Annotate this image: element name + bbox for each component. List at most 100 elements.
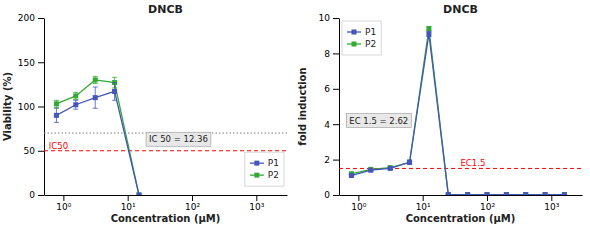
annotation-box: EC 1.5 = 2.62: [346, 114, 411, 128]
annotations: EC1.5EC 1.5 = 2.62P1P2: [342, 21, 485, 168]
data-point: [426, 26, 431, 31]
x-axis-line: [340, 195, 583, 196]
x-tick-mark: [358, 195, 359, 201]
x-tick-label: 10¹: [416, 202, 431, 212]
x-tick-mark: [63, 195, 64, 201]
annotation-text: EC 1.5 = 2.62: [349, 116, 408, 126]
y-tick-mark: [38, 195, 44, 196]
x-tick: 10³: [249, 195, 264, 212]
x-tick: 10³: [544, 195, 559, 212]
y-tick-mark: [333, 53, 339, 54]
panel: 10⁰10¹10²10³050100150200IC50IC 50 = 12.3…: [2, 3, 288, 224]
series: [349, 26, 567, 195]
data-point: [93, 77, 98, 82]
x-axis-title: Concentration (μM): [406, 213, 516, 224]
y-tick-label: 0: [324, 190, 330, 200]
x-tick-label: 10²: [480, 202, 495, 212]
data-point: [543, 192, 548, 195]
reference-line-label: EC1.5: [461, 158, 486, 168]
series-line: [56, 91, 139, 195]
panel: 10⁰10¹10²10³0246810EC1.5EC 1.5 = 2.62P1P…: [297, 3, 583, 224]
data-point: [54, 113, 59, 118]
legend-entry: P2: [347, 39, 376, 49]
x-tick-mark: [487, 195, 488, 201]
legend-entry: P2: [250, 170, 279, 180]
data-point: [407, 160, 412, 165]
x-tick-label: 10¹: [121, 202, 136, 212]
data-point: [504, 192, 509, 195]
y-tick-label: 4: [324, 120, 330, 130]
data-point: [137, 193, 142, 196]
x-tick-mark: [551, 195, 552, 201]
data-point: [523, 192, 528, 195]
y-tick: 2: [324, 155, 339, 165]
x-axis: 10⁰10¹10²10³: [45, 195, 288, 212]
legend-label: P2: [365, 39, 376, 49]
y-axis: 0 2 4 6 8 10: [319, 13, 340, 200]
y-tick: 4: [324, 120, 339, 130]
y-tick-mark: [333, 18, 339, 19]
legend: P1P2: [342, 21, 381, 55]
data-point: [112, 89, 117, 94]
y-axis: 050100150200: [18, 13, 45, 200]
annotation-text: IC 50 = 12.36: [149, 134, 208, 144]
legend-label: P1: [268, 158, 279, 168]
y-tick-label: 2: [324, 155, 330, 165]
data-point: [484, 192, 489, 195]
x-tick-mark: [128, 195, 129, 201]
data-point: [523, 192, 528, 195]
data-point: [388, 165, 393, 170]
data-point: [388, 166, 393, 171]
legend-label: P2: [268, 170, 279, 180]
data-point: [73, 102, 78, 107]
reference-line-label: IC50: [49, 141, 68, 151]
data-point: [137, 193, 142, 196]
y-tick: 0: [29, 190, 44, 200]
y-tick: 8: [324, 49, 339, 59]
data-point: [349, 173, 354, 178]
y-tick-mark: [38, 151, 44, 152]
chart-svg: 10⁰10¹10²10³050100150200IC50IC 50 = 12.3…: [0, 0, 590, 225]
x-tick-mark: [256, 195, 257, 201]
error-bar: [73, 92, 78, 99]
series: [54, 76, 142, 195]
legend: P1P2: [245, 152, 284, 186]
y-tick-label: 50: [24, 146, 36, 156]
data-point: [465, 192, 470, 195]
plot-area: 10⁰10¹10²10³050100150200IC50IC 50 = 12.3…: [18, 13, 288, 212]
error-bar: [54, 100, 59, 107]
data-point: [54, 101, 59, 106]
y-tick-label: 6: [324, 84, 330, 94]
x-tick: 10¹: [121, 195, 136, 212]
data-point: [562, 192, 567, 195]
error-bar: [407, 160, 412, 164]
data-point: [446, 192, 451, 195]
x-tick-label: 10²: [185, 202, 200, 212]
x-tick-label: 10⁰: [351, 202, 366, 212]
x-axis-line: [45, 195, 288, 196]
data-layer: [44, 76, 287, 195]
series-line: [56, 80, 139, 195]
legend-swatch-marker: [254, 173, 259, 178]
legend-entry: P1: [347, 27, 376, 37]
x-axis-title: Concentration (μM): [111, 213, 221, 224]
data-point: [368, 167, 373, 172]
legend-swatch-marker: [352, 42, 357, 47]
plot-area: 10⁰10¹10²10³0246810EC1.5EC 1.5 = 2.62P1P…: [319, 13, 583, 212]
series-line: [351, 29, 564, 195]
y-tick-mark: [333, 195, 339, 196]
error-bar: [54, 108, 59, 122]
data-point: [465, 192, 470, 195]
data-point: [562, 192, 567, 195]
y-tick-mark: [38, 107, 44, 108]
annotation-background: [346, 114, 411, 128]
y-tick: 10: [319, 13, 339, 23]
error-bar: [73, 100, 78, 109]
legend-background: [342, 21, 381, 55]
reference-line: [44, 150, 287, 151]
annotation-background: [146, 132, 211, 146]
y-tick: 0: [324, 190, 339, 200]
x-tick: 10⁰: [351, 195, 366, 212]
x-tick-mark: [192, 195, 193, 201]
y-tick-mark: [333, 160, 339, 161]
